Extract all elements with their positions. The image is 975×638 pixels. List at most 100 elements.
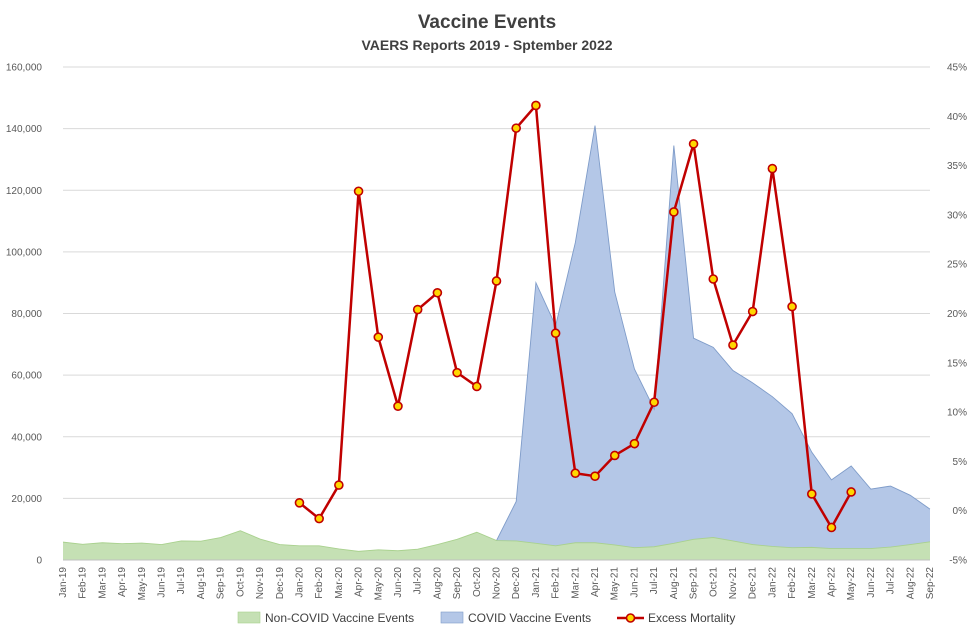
- x-tick-label: Sep-19: [216, 567, 227, 600]
- x-tick-label: Dec-21: [748, 567, 759, 600]
- excess-mortality-point: [729, 341, 737, 349]
- y-left-tick-label: 140,000: [6, 124, 43, 135]
- excess-mortality-point: [571, 469, 579, 477]
- x-tick-label: Nov-21: [728, 567, 739, 600]
- y-right-tick-label: 5%: [953, 457, 968, 468]
- x-tick-label: May-19: [137, 567, 148, 601]
- x-tick-label: Aug-19: [196, 567, 207, 600]
- y-right-tick-label: 20%: [947, 309, 967, 320]
- x-tick-label: Dec-20: [511, 567, 522, 600]
- excess-mortality-point: [630, 440, 638, 448]
- legend-label-excess-mortality: Excess Mortality: [648, 611, 735, 625]
- legend-label-covid: COVID Vaccine Events: [468, 611, 591, 625]
- x-tick-label: Jan-22: [767, 567, 778, 598]
- y-right-tick-label: 25%: [947, 260, 967, 271]
- excess-mortality-point: [512, 124, 520, 132]
- x-tick-label: Mar-22: [807, 567, 818, 599]
- x-tick-label: Jan-19: [58, 567, 69, 598]
- x-tick-label: Dec-19: [275, 567, 286, 600]
- excess-mortality-point: [788, 303, 796, 311]
- chart: Vaccine Events VAERS Reports 2019 - Spte…: [0, 0, 975, 638]
- x-tick-label: Feb-19: [78, 567, 89, 599]
- x-tick-label: Jul-19: [176, 567, 187, 595]
- x-tick-label: Feb-22: [787, 567, 798, 599]
- x-tick-label: Oct-21: [708, 567, 719, 597]
- excess-mortality-point: [453, 369, 461, 377]
- y-left-tick-label: 80,000: [11, 309, 42, 320]
- x-tick-label: Mar-20: [334, 567, 345, 599]
- chart-svg: Vaccine Events VAERS Reports 2019 - Spte…: [0, 0, 975, 638]
- excess-mortality-point: [295, 499, 303, 507]
- x-tick-label: Oct-20: [472, 567, 483, 597]
- excess-mortality-point: [433, 289, 441, 297]
- excess-mortality-point: [493, 277, 501, 285]
- x-tick-label: Aug-20: [432, 567, 443, 600]
- excess-mortality-point: [315, 515, 323, 523]
- y-right-tick-label: 30%: [947, 210, 967, 221]
- legend-swatch-excess-mortality-marker: [627, 614, 635, 622]
- y-left-tick-label: 120,000: [6, 186, 43, 197]
- excess-mortality-point: [690, 140, 698, 148]
- x-tick-label: Jun-21: [629, 567, 640, 598]
- x-tick-label: Apr-22: [826, 567, 837, 597]
- x-tick-label: Feb-21: [551, 567, 562, 599]
- x-tick-label: Mar-19: [97, 567, 108, 599]
- legend-swatch-non-covid: [238, 612, 260, 623]
- y-left-tick-label: 20,000: [11, 494, 42, 505]
- x-tick-label: Jul-22: [886, 567, 897, 595]
- x-tick-label: Sep-22: [925, 567, 936, 600]
- y-right-tick-label: 15%: [947, 358, 967, 369]
- excess-mortality-point: [532, 101, 540, 109]
- x-tick-label: Apr-20: [354, 567, 365, 597]
- x-tick-label: May-22: [846, 567, 857, 601]
- x-tick-label: Jan-20: [294, 567, 305, 598]
- y-left-tick-label: 40,000: [11, 432, 42, 443]
- y-left-tick-label: 60,000: [11, 371, 42, 382]
- x-tick-label: Oct-19: [235, 567, 246, 597]
- excess-mortality-point: [473, 382, 481, 390]
- chart-subtitle: VAERS Reports 2019 - Sptember 2022: [361, 37, 612, 53]
- excess-mortality-point: [709, 275, 717, 283]
- x-tick-label: Jun-20: [393, 567, 404, 598]
- x-tick-label: Jun-22: [866, 567, 877, 598]
- excess-mortality-point: [847, 488, 855, 496]
- excess-mortality-point: [374, 333, 382, 341]
- y-right-tick-label: 0%: [953, 506, 968, 517]
- y-left-tick-label: 160,000: [6, 63, 43, 74]
- y-right-tick-label: 35%: [947, 161, 967, 172]
- y-right-tick-label: 40%: [947, 112, 967, 123]
- excess-mortality-point: [749, 308, 757, 316]
- excess-mortality-point: [355, 187, 363, 195]
- x-tick-label: Jul-20: [413, 567, 424, 595]
- excess-mortality-point: [394, 402, 402, 410]
- x-tick-label: Apr-19: [117, 567, 128, 597]
- x-tick-label: Mar-21: [570, 567, 581, 599]
- legend-label-non-covid: Non-COVID Vaccine Events: [265, 611, 414, 625]
- x-tick-label: Aug-21: [669, 567, 680, 600]
- x-tick-label: Jan-21: [531, 567, 542, 598]
- x-tick-label: Sep-20: [452, 567, 463, 600]
- chart-title: Vaccine Events: [418, 12, 556, 33]
- y-right-tick-label: -5%: [949, 556, 967, 567]
- y-left-tick-label: 0: [36, 556, 42, 567]
- y-right-tick-label: 10%: [947, 408, 967, 419]
- y-right-tick-label: 45%: [947, 63, 967, 74]
- excess-mortality-point: [552, 329, 560, 337]
- x-tick-label: Nov-20: [492, 567, 503, 600]
- y-left-tick-label: 100,000: [6, 247, 43, 258]
- legend-swatch-covid: [441, 612, 463, 623]
- x-tick-label: May-21: [610, 567, 621, 601]
- excess-mortality-point: [650, 398, 658, 406]
- excess-mortality-point: [591, 472, 599, 480]
- x-tick-label: May-20: [373, 567, 384, 601]
- excess-mortality-point: [768, 165, 776, 173]
- legend: Non-COVID Vaccine Events COVID Vaccine Ev…: [238, 611, 735, 625]
- x-tick-label: Jun-19: [157, 567, 168, 598]
- x-tick-label: Nov-19: [255, 567, 266, 600]
- x-tick-label: Jul-21: [649, 567, 660, 595]
- excess-mortality-point: [611, 451, 619, 459]
- excess-mortality-point: [808, 490, 816, 498]
- excess-mortality-point: [335, 481, 343, 489]
- x-tick-label: Aug-22: [905, 567, 916, 600]
- excess-mortality-point: [670, 208, 678, 216]
